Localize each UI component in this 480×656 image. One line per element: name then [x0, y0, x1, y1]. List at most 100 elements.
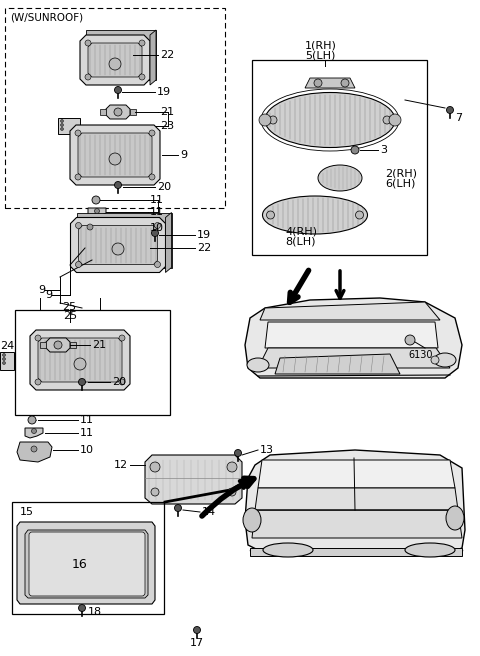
- Text: 25: 25: [63, 311, 77, 321]
- Text: 9: 9: [38, 285, 45, 295]
- Polygon shape: [79, 226, 157, 264]
- Polygon shape: [260, 302, 440, 320]
- Circle shape: [155, 262, 160, 268]
- Text: 6130: 6130: [408, 350, 432, 360]
- Text: 3: 3: [380, 145, 387, 155]
- Circle shape: [446, 106, 454, 113]
- Polygon shape: [275, 354, 400, 374]
- Polygon shape: [86, 30, 156, 80]
- Circle shape: [60, 123, 63, 127]
- Circle shape: [54, 341, 62, 349]
- Circle shape: [95, 209, 99, 213]
- Circle shape: [35, 379, 41, 385]
- Circle shape: [314, 79, 322, 87]
- Circle shape: [266, 211, 275, 219]
- Text: 25: 25: [62, 302, 76, 312]
- Circle shape: [79, 604, 85, 611]
- Circle shape: [115, 87, 121, 94]
- Text: 19: 19: [157, 87, 171, 97]
- Circle shape: [115, 182, 121, 188]
- Polygon shape: [40, 342, 46, 348]
- Circle shape: [2, 358, 5, 361]
- Polygon shape: [75, 220, 110, 240]
- Circle shape: [383, 116, 391, 124]
- Circle shape: [75, 130, 81, 136]
- Text: 20: 20: [157, 182, 171, 192]
- Ellipse shape: [405, 543, 455, 557]
- Circle shape: [60, 127, 63, 131]
- Polygon shape: [88, 43, 142, 77]
- Text: 5(LH): 5(LH): [305, 51, 336, 61]
- Polygon shape: [100, 109, 106, 115]
- Bar: [15, 310, 170, 415]
- Circle shape: [109, 58, 121, 70]
- Polygon shape: [88, 208, 106, 218]
- Circle shape: [389, 114, 401, 126]
- Ellipse shape: [247, 358, 269, 372]
- Polygon shape: [25, 530, 148, 598]
- Circle shape: [87, 224, 93, 230]
- Polygon shape: [70, 342, 76, 348]
- Polygon shape: [80, 35, 150, 85]
- Circle shape: [119, 335, 125, 341]
- Polygon shape: [145, 455, 242, 504]
- Ellipse shape: [263, 196, 368, 234]
- Circle shape: [85, 40, 91, 46]
- Polygon shape: [130, 109, 136, 115]
- Text: 11: 11: [80, 415, 94, 425]
- Circle shape: [2, 361, 5, 365]
- Polygon shape: [305, 78, 355, 88]
- Polygon shape: [17, 442, 52, 462]
- Circle shape: [149, 174, 155, 180]
- Polygon shape: [150, 30, 156, 85]
- Text: 1(RH): 1(RH): [305, 41, 337, 51]
- Text: 14: 14: [202, 507, 216, 517]
- Text: 13: 13: [260, 445, 274, 455]
- Text: 21: 21: [160, 107, 174, 117]
- Polygon shape: [17, 522, 155, 604]
- Circle shape: [74, 358, 86, 370]
- Circle shape: [139, 74, 145, 80]
- Polygon shape: [106, 105, 130, 119]
- Text: 9: 9: [45, 290, 52, 300]
- Text: 4(RH): 4(RH): [285, 227, 317, 237]
- Bar: [5, 8, 225, 208]
- Ellipse shape: [318, 165, 362, 191]
- Circle shape: [152, 230, 158, 237]
- Circle shape: [405, 335, 415, 345]
- Polygon shape: [258, 460, 455, 488]
- Ellipse shape: [265, 92, 395, 148]
- Circle shape: [28, 416, 36, 424]
- Circle shape: [119, 379, 125, 385]
- Text: 19: 19: [197, 230, 211, 240]
- Text: 7: 7: [455, 113, 462, 123]
- Circle shape: [149, 130, 155, 136]
- Ellipse shape: [243, 508, 261, 532]
- Circle shape: [92, 196, 100, 204]
- Circle shape: [75, 222, 82, 228]
- Circle shape: [431, 356, 439, 364]
- Circle shape: [228, 488, 236, 496]
- Text: 10: 10: [150, 223, 164, 233]
- Circle shape: [2, 354, 5, 356]
- Circle shape: [341, 79, 349, 87]
- FancyBboxPatch shape: [29, 532, 145, 596]
- Polygon shape: [166, 213, 171, 272]
- Circle shape: [175, 504, 181, 512]
- Polygon shape: [38, 338, 122, 382]
- Text: 11: 11: [150, 195, 164, 205]
- Polygon shape: [265, 322, 438, 348]
- Text: 22: 22: [160, 50, 174, 60]
- Text: (W/SUNROOF): (W/SUNROOF): [10, 13, 83, 23]
- Circle shape: [75, 174, 81, 180]
- Text: 8(LH): 8(LH): [285, 236, 315, 246]
- Circle shape: [114, 108, 122, 116]
- Ellipse shape: [263, 543, 313, 557]
- Circle shape: [235, 449, 241, 457]
- Polygon shape: [250, 548, 462, 556]
- Polygon shape: [78, 133, 152, 177]
- Polygon shape: [0, 352, 14, 370]
- Text: 16: 16: [72, 558, 88, 571]
- Circle shape: [75, 262, 82, 268]
- Bar: [12, 502, 164, 614]
